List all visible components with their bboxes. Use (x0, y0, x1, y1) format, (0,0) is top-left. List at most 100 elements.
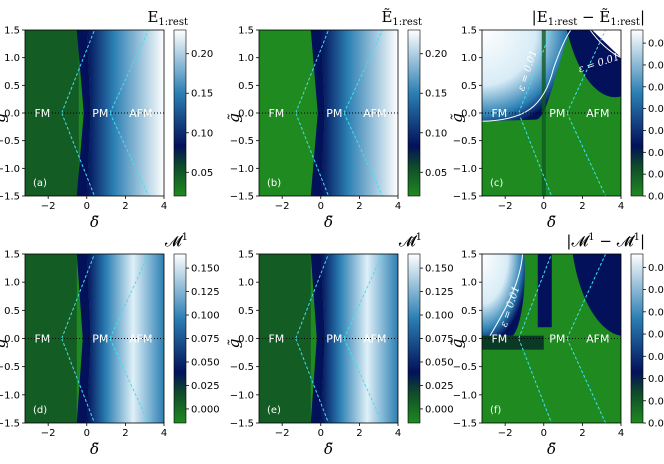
phase-boundary-afm-upper (109, 30, 150, 114)
colorbar-tick-label: 0.050 (425, 357, 454, 368)
panel-a: FM PM AFM (a) 1.5 1.0 0.5 0.0 −0.5 −1.0 −1.5 −2 0 2 4 δ… (0, 8, 213, 231)
y-tick-label: 0.5 (238, 81, 254, 92)
y-tick-label: 0.5 (238, 306, 254, 317)
heatmap-area (482, 30, 621, 196)
region-label-pm: PM (549, 107, 565, 120)
panel-title: |𝓜1 − 𝓜̃1| (566, 232, 645, 250)
y-axis-label: g̃ (448, 339, 466, 349)
colorbar (173, 253, 187, 424)
colorbar-tick-label: 0.015 (648, 126, 664, 137)
phase-boundary-fm-lower (518, 338, 552, 423)
x-tick-label: 4 (395, 428, 401, 439)
x-tick-label: 0 (541, 201, 547, 212)
region-label-fm: FM (268, 107, 284, 120)
colorbar-tick-label: 0.010 (648, 148, 664, 159)
region-label-afm: AFM (129, 333, 152, 346)
colorbar-tick-label: 0.075 (191, 334, 220, 345)
region-label-afm: AFM (586, 333, 609, 346)
colorbar-tick-label: 0.05 (191, 168, 213, 179)
error-lobe-left (482, 30, 571, 122)
colorbar-tick-label: 0.005 (648, 170, 664, 181)
y-tick-label: 0.0 (4, 334, 20, 345)
y-tick-label: −1.5 (230, 419, 254, 430)
epsilon-contour-right (589, 30, 621, 59)
pm-gradient-region (320, 30, 398, 196)
y-tick-label: −0.5 (453, 136, 477, 147)
y-tick-label: 0.0 (4, 109, 20, 120)
colorbar-tick-label: 0.025 (191, 381, 220, 392)
error-stripe (537, 254, 552, 328)
panel-title: Ẽ1:rest (381, 8, 422, 28)
y-tick-label: −1.5 (453, 419, 477, 430)
panel-title: E1:rest (147, 8, 188, 28)
panel-e: FM PM AFM (e) 1.5 1.0 0.5 0.0 −0.5 −1.0 −1.5 −2 0 2 4 δ… (225, 232, 454, 458)
region-label-afm: AFM (129, 107, 152, 120)
phase-boundary-afm-lower (566, 112, 607, 196)
y-tick-label: −0.5 (230, 362, 254, 373)
fm-dark-region (25, 254, 77, 423)
title-part: − 𝓜̃ (595, 232, 636, 250)
colorbar-tick-label: 0.008 (648, 330, 664, 341)
y-tick-label: 1.5 (461, 250, 477, 261)
title-part: Ẽ (381, 8, 392, 26)
x-tick-label: 0 (84, 201, 90, 212)
colorbar (630, 29, 644, 197)
colorbar-tick-label: 0.100 (425, 311, 454, 322)
panel-b: FM PM AFM (b) 1.5 1.0 0.5 0.0 −0.5 −1.0 −1.5 −2 0 2 4 δ… (225, 8, 447, 231)
y-tick-label: −0.5 (453, 362, 477, 373)
region-label-fm: FM (491, 333, 507, 346)
navy-band (76, 30, 91, 196)
y-tick-label: 1.5 (461, 26, 477, 37)
title-part: |𝓜 (566, 232, 590, 250)
fm-dark-region (259, 254, 311, 423)
y-tick-label: 1.0 (461, 53, 477, 64)
phase-boundary-afm-lower (566, 338, 607, 423)
error-lobe-right (572, 254, 621, 336)
region-label-pm: PM (326, 333, 342, 346)
phase-boundary-fm-upper (295, 254, 329, 339)
title-part: | (640, 232, 645, 250)
region-label-afm: AFM (363, 107, 386, 120)
x-tick-label: −2 (275, 428, 290, 439)
colorbar-tick-label: 0.000 (648, 192, 664, 203)
x-tick-label: 4 (618, 201, 624, 212)
x-tick-label: 4 (395, 201, 401, 212)
x-axis-label: δ̃ (324, 213, 333, 231)
y-tick-label: 1.5 (4, 26, 20, 37)
y-tick-label: 0.0 (461, 334, 477, 345)
title-superscript: 1 (588, 232, 594, 243)
panel-label: (f) (490, 405, 501, 416)
x-tick-label: 2 (122, 428, 128, 439)
navy-band (310, 30, 325, 196)
y-tick-label: −1.0 (453, 390, 477, 401)
error-lobe-right (566, 30, 621, 98)
colorbar-tick-label: 0.010 (648, 307, 664, 318)
title-part: 𝓜 (165, 232, 184, 250)
y-tick-label: 1.0 (238, 278, 254, 289)
colorbar-tick-label: 0.020 (648, 104, 664, 115)
title-part: − Ẽ (577, 8, 610, 26)
region-label-fm: FM (268, 333, 284, 346)
y-tick-label: −1.5 (230, 192, 254, 203)
colorbar-tick-label: 0.15 (191, 89, 213, 100)
colorbar-tick-label: 0.000 (648, 419, 664, 430)
navy-band (310, 254, 325, 423)
title-part: E (147, 8, 158, 26)
x-tick-label: 0 (318, 201, 324, 212)
y-tick-label: 1.0 (238, 53, 254, 64)
x-axis-label: δ̃ (547, 440, 556, 458)
colorbar-tick-label: 0.006 (648, 352, 664, 363)
title-subscript: 1:rest (392, 17, 422, 28)
y-tick-label: −1.0 (0, 390, 20, 401)
y-tick-label: 1.5 (238, 26, 254, 37)
panel-label: (a) (33, 178, 47, 189)
error-lobe-corner (592, 30, 621, 58)
title-part: | (640, 8, 645, 26)
colorbar-tick-label: 0.125 (191, 287, 220, 298)
colorbar-tick-label: 0.030 (648, 60, 664, 71)
phase-boundary-fm-lower (295, 338, 329, 423)
epsilon-contour (489, 254, 524, 336)
colorbar-tick-label: 0.100 (191, 311, 220, 322)
panel-c: FM PM AFM(c)ε = 0.01 ε = 0.011.51.00.50.0−0… (448, 8, 664, 231)
